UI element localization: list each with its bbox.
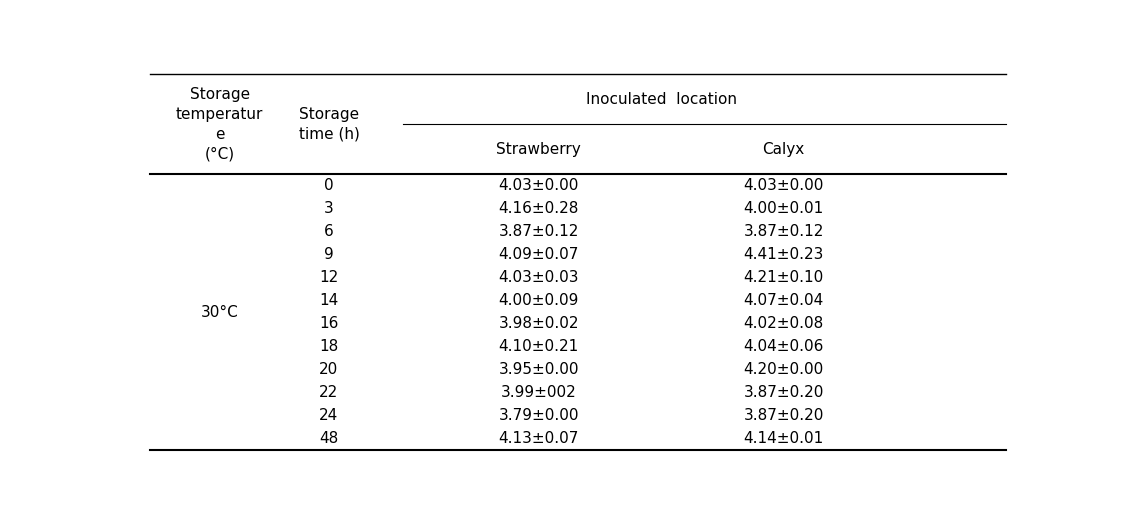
Text: 9: 9 [324,247,334,262]
Text: 3.87±0.20: 3.87±0.20 [743,408,823,423]
Text: 14: 14 [319,293,338,308]
Text: 3.87±0.20: 3.87±0.20 [743,385,823,400]
Text: 18: 18 [319,339,338,354]
Text: 4.07±0.04: 4.07±0.04 [743,293,823,308]
Text: Inoculated  location: Inoculated location [585,92,737,107]
Text: 4.21±0.10: 4.21±0.10 [743,270,823,285]
Text: 3.98±0.02: 3.98±0.02 [499,316,579,331]
Text: 4.20±0.00: 4.20±0.00 [743,362,823,377]
Text: 4.00±0.01: 4.00±0.01 [743,201,823,216]
Text: 4.41±0.23: 4.41±0.23 [743,247,823,262]
Text: Strawberry: Strawberry [496,142,581,157]
Text: 22: 22 [319,385,338,400]
Text: Storage
temperatur
e
(°C): Storage temperatur e (°C) [176,87,263,161]
Text: 3.99±002: 3.99±002 [501,385,576,400]
Text: 3.87±0.12: 3.87±0.12 [743,224,823,239]
Text: 4.03±0.00: 4.03±0.00 [499,178,579,193]
Text: 48: 48 [319,431,338,446]
Text: 4.00±0.09: 4.00±0.09 [499,293,579,308]
Text: 4.02±0.08: 4.02±0.08 [743,316,823,331]
Text: 3: 3 [324,201,334,216]
Text: 4.16±0.28: 4.16±0.28 [499,201,579,216]
Text: 4.03±0.03: 4.03±0.03 [499,270,579,285]
Text: 30°C: 30°C [201,305,238,320]
Text: 20: 20 [319,362,338,377]
Text: Storage
time (h): Storage time (h) [299,107,360,142]
Text: 0: 0 [324,178,334,193]
Text: 4.10±0.21: 4.10±0.21 [499,339,579,354]
Text: 4.09±0.07: 4.09±0.07 [499,247,579,262]
Text: 3.95±0.00: 3.95±0.00 [499,362,579,377]
Text: 4.14±0.01: 4.14±0.01 [743,431,823,446]
Text: 4.03±0.00: 4.03±0.00 [743,178,823,193]
Text: 12: 12 [319,270,338,285]
Text: 6: 6 [324,224,334,239]
Text: Calyx: Calyx [763,142,804,157]
Text: 3.87±0.12: 3.87±0.12 [499,224,579,239]
Text: 16: 16 [319,316,338,331]
Text: 3.79±0.00: 3.79±0.00 [499,408,579,423]
Text: 4.13±0.07: 4.13±0.07 [499,431,579,446]
Text: 24: 24 [319,408,338,423]
Text: 4.04±0.06: 4.04±0.06 [743,339,823,354]
